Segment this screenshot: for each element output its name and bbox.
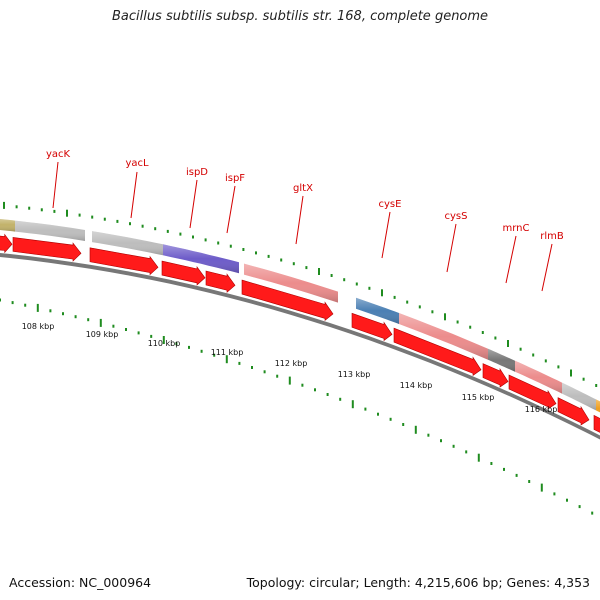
leader-line-gltX (295, 195, 304, 245)
leader-line-yacK (52, 161, 59, 209)
gene-label-cysE[interactable]: cysE (379, 199, 402, 210)
leader-line-cysS (446, 223, 457, 273)
gene-arrow-track (0, 233, 600, 433)
leader-line-rlmB (541, 243, 553, 292)
feature-grey-end-shading (562, 382, 596, 411)
gene-label-ispF[interactable]: ispF (225, 173, 245, 184)
gene-label-cysS[interactable]: cysS (445, 211, 468, 222)
gene-arrow-5 (205, 270, 236, 293)
feature-yacL-shading (92, 231, 163, 256)
gene-label-yacK[interactable]: yacK (46, 149, 71, 160)
label-leader-lines (52, 161, 553, 292)
kbp-label: 115 kbp (462, 393, 495, 402)
gene-arrow-9 (482, 363, 509, 388)
gene-arrow-7 (351, 312, 393, 342)
gene-labels: yacK yacL ispD ispF gltX cysE cysS mrnC rlmB (46, 149, 564, 242)
kbp-label: 113 kbp (338, 370, 371, 379)
accession-label: Accession: NC_000964 (9, 575, 152, 590)
feature-gltX-shading (244, 263, 338, 303)
feature-ispD-shading (163, 244, 239, 274)
gene-arrow-12 (593, 414, 600, 433)
feature-track (0, 219, 600, 413)
feature-cysE-shading (356, 297, 399, 324)
gene-label-mrnC[interactable]: mrnC (503, 223, 530, 234)
leader-line-yacL (130, 171, 138, 219)
leader-line-mrnC (505, 235, 517, 284)
leader-line-cysE (381, 211, 391, 259)
feature-olive-shading (0, 219, 15, 232)
feature-rlmB-shading (515, 360, 562, 394)
leader-line-ispD (189, 179, 198, 229)
gene-arrow-10 (508, 374, 557, 410)
gene-label-rlmB[interactable]: rlmB (540, 231, 564, 242)
gene-arrow-11 (557, 397, 590, 426)
gene-arrow-6 (241, 279, 334, 322)
feature-mrnC-shading (488, 348, 515, 372)
genome-summary: Topology: circular; Length: 4,215,606 bp… (246, 575, 590, 590)
gene-arrow-8 (393, 327, 482, 376)
kbp-label: 116 kbp (525, 405, 558, 414)
gene-arrow-4 (161, 260, 206, 286)
gene-arrow-1 (0, 233, 13, 254)
gene-arrow-3 (89, 247, 159, 276)
tick-track: 108 kbp 109 kbp 110 kbp 111 kbp 112 kbp 113 k… (0, 201, 598, 515)
genome-title: Bacillus subtilis subsp. subtilis str. 1… (111, 9, 489, 24)
feature-orange-shading (596, 399, 600, 413)
leader-line-ispF (226, 185, 236, 234)
gene-label-ispD[interactable]: ispD (186, 167, 208, 178)
feature-yacK-shading (15, 220, 85, 241)
kbp-label: 112 kbp (275, 359, 308, 368)
feature-cysS-shading (399, 313, 488, 360)
kbp-label: 114 kbp (400, 381, 433, 390)
kbp-label: 110 kbp (148, 339, 181, 348)
kbp-label: 111 kbp (211, 348, 244, 357)
gene-arrow-2 (12, 237, 82, 262)
kbp-label: 108 kbp (22, 322, 55, 331)
gene-label-gltX[interactable]: gltX (293, 183, 313, 194)
gene-label-yacL[interactable]: yacL (125, 158, 149, 169)
kbp-label: 109 kbp (86, 330, 119, 339)
